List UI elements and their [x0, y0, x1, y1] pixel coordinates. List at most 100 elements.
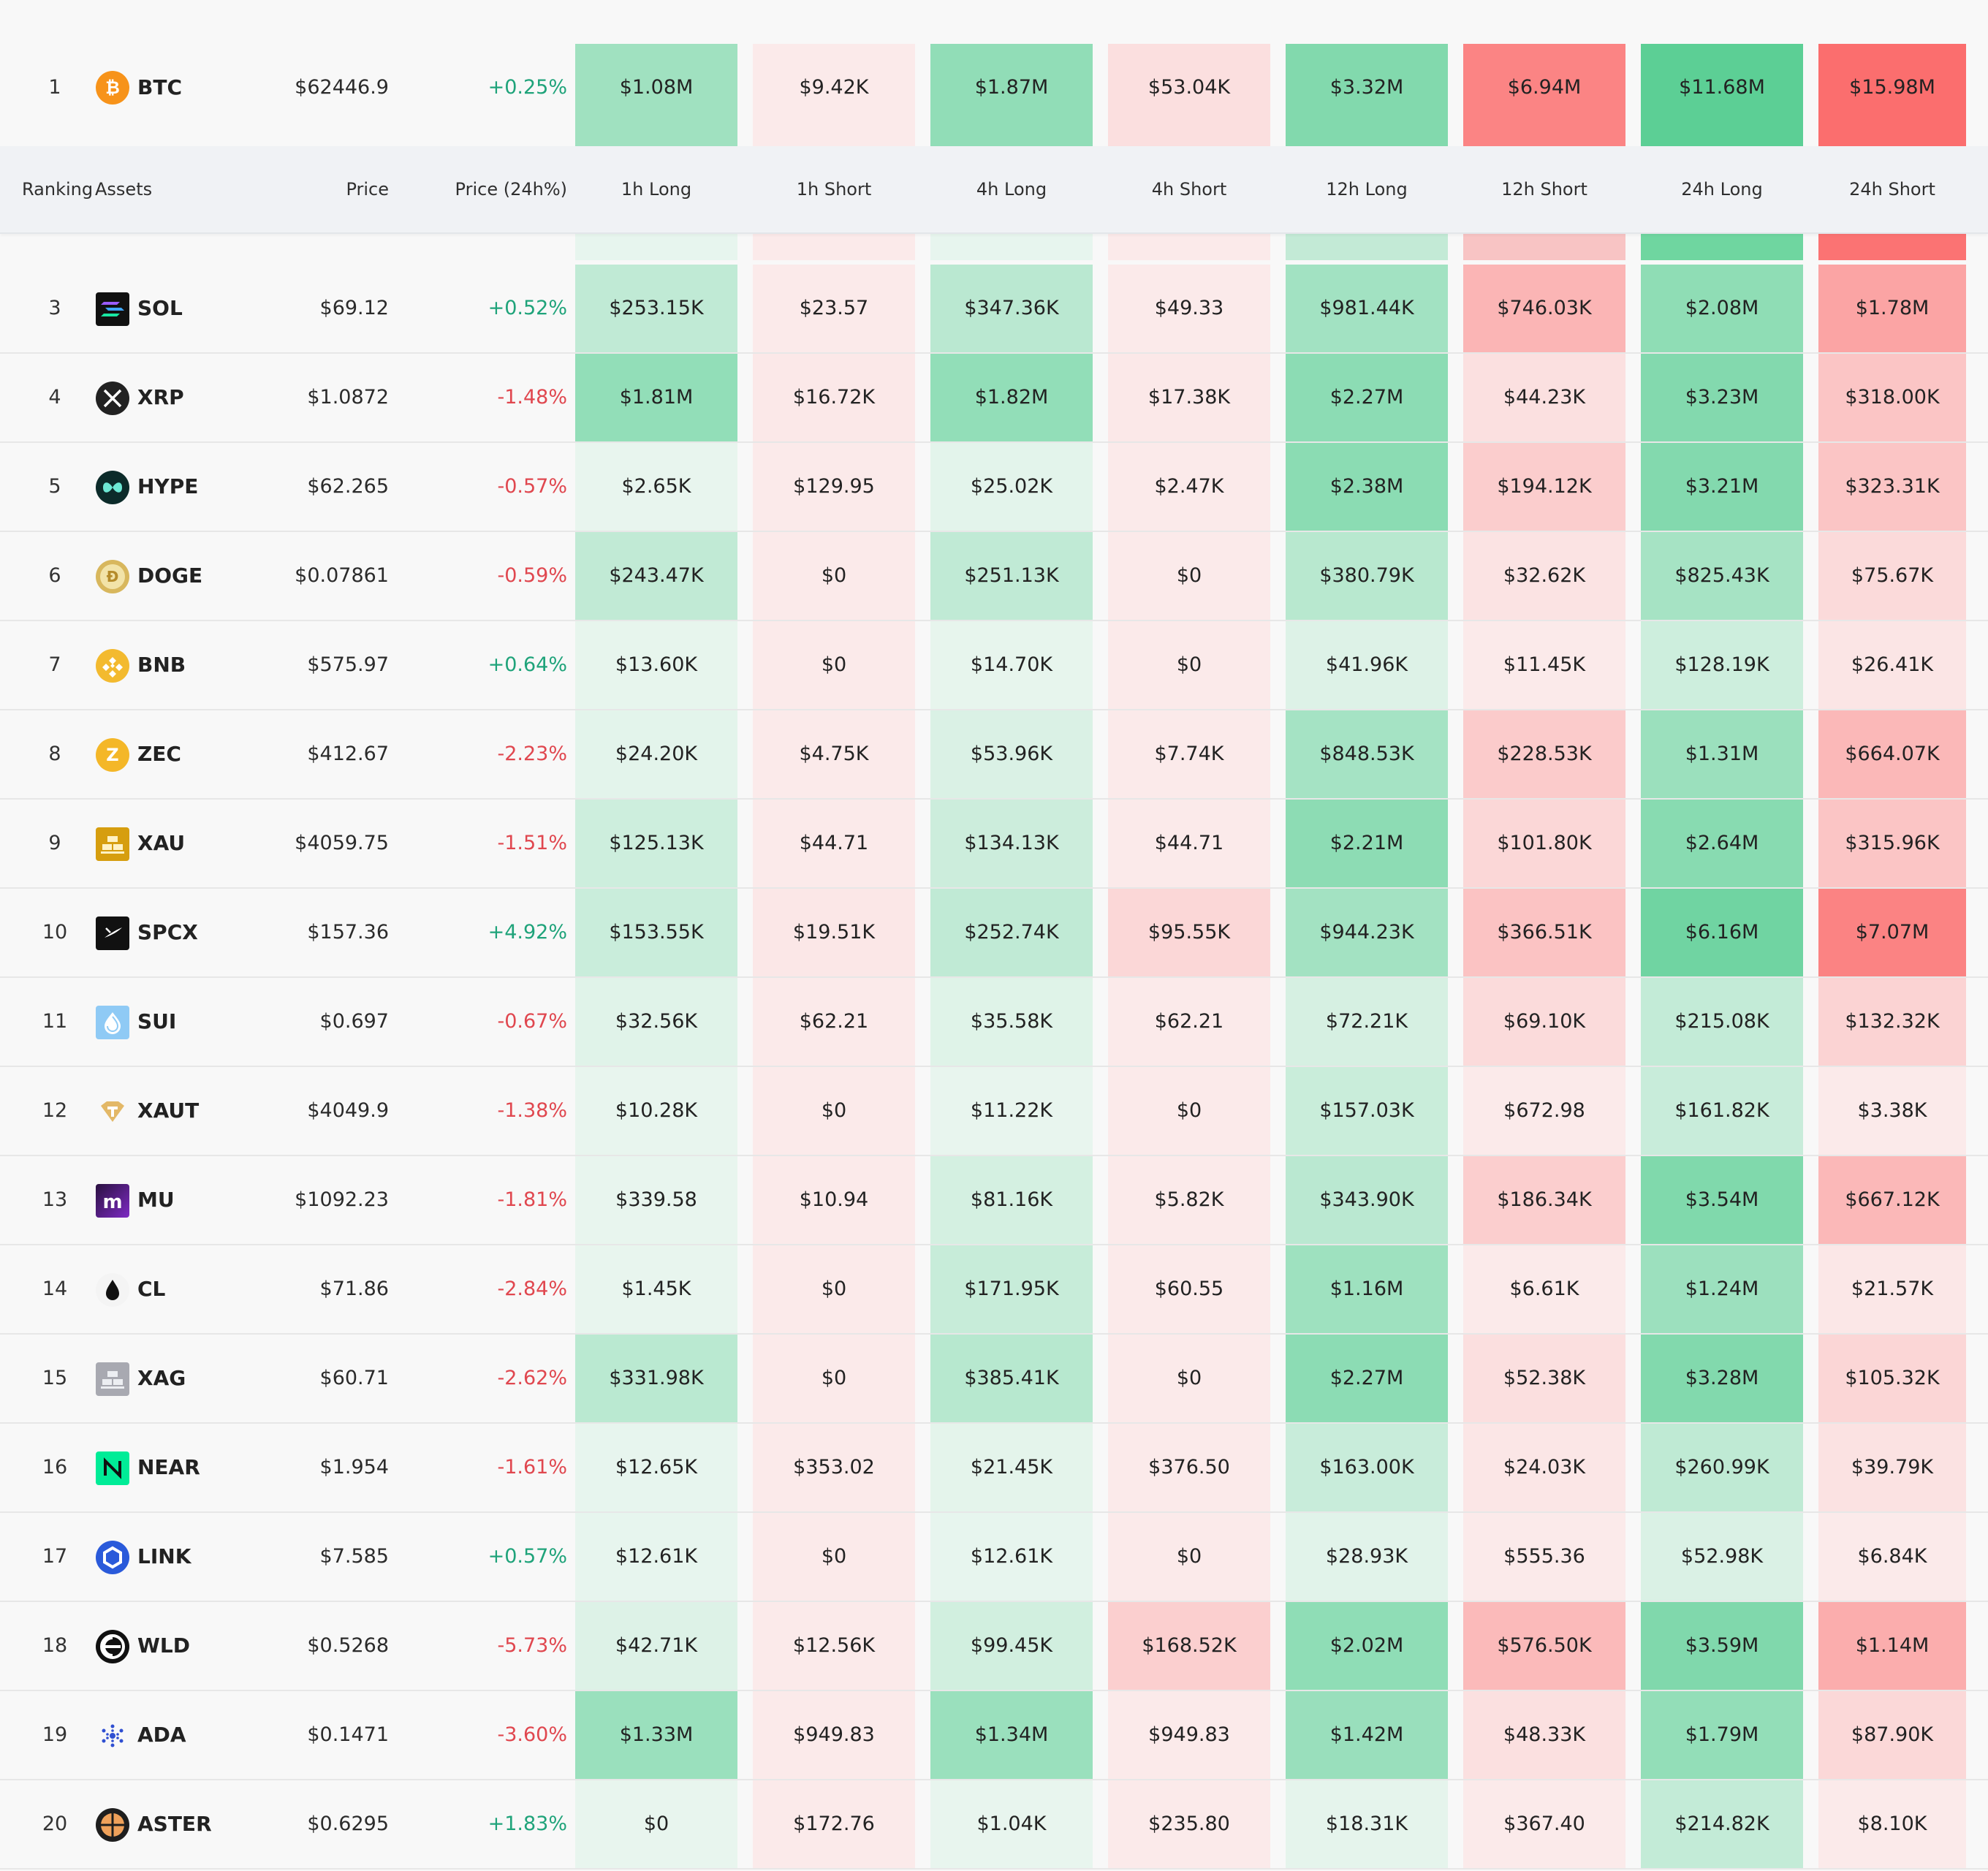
row-divider [0, 1779, 1988, 1780]
asset-symbol[interactable]: LINK [137, 1544, 191, 1568]
asset-symbol[interactable]: ZEC [137, 742, 181, 766]
header-4h-short[interactable]: 4h Short [1151, 179, 1227, 200]
cell-1h-short: $0 [753, 1245, 915, 1335]
header-ranking[interactable]: Ranking [22, 179, 94, 200]
asset-symbol[interactable]: SUI [137, 1009, 177, 1033]
cell-12h-short: $194.12K [1463, 443, 1625, 532]
cell-24h-long: $825.43K [1641, 532, 1803, 621]
table-row[interactable]: 5 HYPE $62.265 -0.57% $2.65K $129.95 $25.02K $2… [0, 443, 1988, 532]
rank-cell: 8 [48, 743, 61, 765]
cell-4h-long: $35.58K [930, 978, 1093, 1067]
table-row[interactable]: 14 CL $71.86 -2.84% $1.45K $0 $171.95K $60.55 $1… [0, 1245, 1988, 1335]
cell-4h-long: $252.74K [930, 889, 1093, 978]
table-row[interactable]: 3 SOL $69.12 +0.52% $253.15K $23.57 $347.36K $4… [0, 265, 1988, 354]
rank-cell: 1 [48, 76, 61, 99]
header-assets[interactable]: Assets [95, 179, 153, 200]
asset-symbol[interactable]: SOL [137, 296, 183, 320]
cell-4h-short: $0 [1108, 1067, 1270, 1156]
svg-text:Ð: Ð [107, 568, 119, 585]
table-row[interactable]: 1 ₿ BTC $62446.9 +0.25% $1.08M $9.42K $1.87M $53… [0, 44, 1988, 146]
price-cell: $69.12 [319, 297, 389, 319]
header-1h-short[interactable]: 1h Short [796, 179, 872, 200]
table-row[interactable]: 9 XAU $4059.75 -1.51% $125.13K $44.71 $134.13K… [0, 800, 1988, 889]
cell-1h-long: $42.71K [575, 1602, 737, 1691]
asset-symbol[interactable]: ASTER [137, 1812, 212, 1836]
asset-symbol[interactable]: XAUT [137, 1098, 200, 1123]
cell-4h-short: $7.74K [1108, 710, 1270, 800]
asset-symbol[interactable]: BTC [137, 75, 182, 99]
asset-symbol[interactable]: XRP [137, 385, 184, 409]
price-cell: $60.71 [319, 1367, 389, 1389]
cell-12h-short: $672.98 [1463, 1067, 1625, 1156]
table-row[interactable]: 12 XAUT $4049.9 -1.38% $10.28K $0 $11.22K $0 $15… [0, 1067, 1988, 1156]
rank-cell: 10 [42, 921, 68, 944]
hidden-row-strip [0, 232, 1988, 262]
rank-cell: 20 [42, 1813, 68, 1835]
cell-12h-short: $6.94M [1463, 44, 1625, 146]
asset-symbol[interactable]: CL [137, 1277, 166, 1301]
table-row[interactable]: 11 SUI $0.697 -0.67% $32.56K $62.21 $35.58K $62… [0, 978, 1988, 1067]
asset-symbol[interactable]: XAU [137, 831, 186, 855]
cell-4h-short: $0 [1108, 621, 1270, 710]
table-row[interactable]: 4 XRP $1.0872 -1.48% $1.81M $16.72K $1.82M $17.… [0, 354, 1988, 443]
table-row[interactable]: 13 m MU $1092.23 -1.81% $339.58 $10.94 $81.16K $… [0, 1156, 1988, 1245]
price-change-cell: -1.51% [497, 832, 567, 854]
worldcoin-icon [95, 1629, 130, 1664]
header-price[interactable]: Price [346, 179, 389, 200]
cell-12h-short: $11.45K [1463, 621, 1625, 710]
price-cell: $0.1471 [307, 1723, 389, 1746]
header-1h-long[interactable]: 1h Long [621, 179, 692, 200]
table-row[interactable]: 18 WLD $0.5268 -5.73% $42.71K $12.56K $99.45K $… [0, 1602, 1988, 1691]
asset-symbol[interactable]: NEAR [137, 1455, 200, 1479]
cell-24h-long: $3.54M [1641, 1156, 1803, 1245]
cell-24h-short: $318.00K [1818, 354, 1966, 443]
micron-icon: m [95, 1183, 130, 1218]
cell-24h-long: $52.98K [1641, 1513, 1803, 1602]
table-row[interactable]: 8 Z ZEC $412.67 -2.23% $24.20K $4.75K $53.96K $7… [0, 710, 1988, 800]
asset-symbol[interactable]: HYPE [137, 474, 199, 498]
price-cell: $71.86 [319, 1278, 389, 1300]
table-row[interactable]: 20 ASTER $0.6295 +1.83% $0 $172.76 $1.04K $235.… [0, 1780, 1988, 1870]
header-4h-long[interactable]: 4h Long [976, 179, 1047, 200]
table-row[interactable]: 7 BNB $575.97 +0.64% $13.60K $0 $14.70K $0 $41.9… [0, 621, 1988, 710]
table-row[interactable]: 16 NEAR $1.954 -1.61% $12.65K $353.02 $21.45K $… [0, 1424, 1988, 1513]
header-24h-long[interactable]: 24h Long [1681, 179, 1763, 200]
cell-24h-short: $6.84K [1818, 1513, 1966, 1602]
cell-4h-short: $95.55K [1108, 889, 1270, 978]
table-row[interactable]: 6 Ð DOGE $0.07861 -0.59% $243.47K $0 $251.13K $0… [0, 532, 1988, 621]
price-change-cell: -1.38% [497, 1099, 567, 1122]
table-row[interactable]: 10 SPCX $157.36 +4.92% $153.55K $19.51K $252.7… [0, 889, 1988, 978]
cell-1h-long: $2.65K [575, 443, 737, 532]
asset-symbol[interactable]: MU [137, 1188, 175, 1212]
row-divider [0, 709, 1988, 710]
header-price-change[interactable]: Price (24h%) [455, 179, 567, 200]
cell-4h-long: $11.22K [930, 1067, 1093, 1156]
asset-symbol[interactable]: ADA [137, 1723, 186, 1747]
cell-12h-long: $1.42M [1286, 1691, 1448, 1780]
cell-1h-short: $19.51K [753, 889, 915, 978]
cell-12h-long: $72.21K [1286, 978, 1448, 1067]
cell-24h-short: $664.07K [1818, 710, 1966, 800]
table-row[interactable]: 17 LINK $7.585 +0.57% $12.61K $0 $12.61K $0 $28.… [0, 1513, 1988, 1602]
spacex-icon [95, 916, 130, 951]
asset-symbol[interactable]: WLD [137, 1633, 190, 1658]
cell-1h-long: $1.08M [575, 44, 737, 146]
header-24h-short[interactable]: 24h Short [1849, 179, 1935, 200]
price-change-cell: -2.62% [497, 1367, 567, 1389]
cell-4h-long: $171.95K [930, 1245, 1093, 1335]
asset-symbol[interactable]: XAG [137, 1366, 186, 1390]
table-row[interactable]: 19 ADA $0.1471 -3.60% $1.33M $949.83 $1.34M $94… [0, 1691, 1988, 1780]
asset-symbol[interactable]: SPCX [137, 920, 198, 944]
cell-4h-short: $168.52K [1108, 1602, 1270, 1691]
asset-symbol[interactable]: DOGE [137, 563, 203, 588]
cell-12h-short: $32.62K [1463, 532, 1625, 621]
cell-12h-short: $555.36 [1463, 1513, 1625, 1602]
header-12h-short[interactable]: 12h Short [1501, 179, 1587, 200]
asset-symbol[interactable]: BNB [137, 653, 186, 677]
cell-4h-long: $347.36K [930, 265, 1093, 354]
cell-1h-short: $0 [753, 1513, 915, 1602]
header-12h-long[interactable]: 12h Long [1326, 179, 1408, 200]
price-change-cell: -2.23% [497, 743, 567, 765]
price-change-cell: -0.57% [497, 475, 567, 498]
table-row[interactable]: 15 XAG $60.71 -2.62% $331.98K $0 $385.41K $0 $2.… [0, 1335, 1988, 1424]
